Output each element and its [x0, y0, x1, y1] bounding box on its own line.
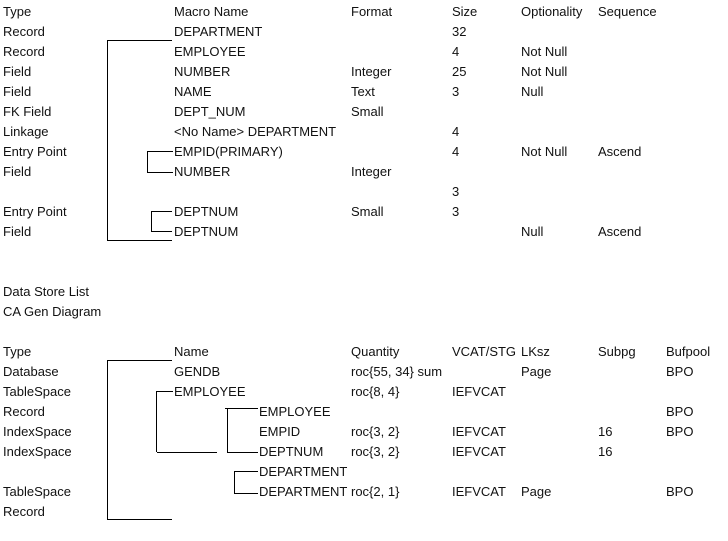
cell-vcat-stg: IEFVCAT [452, 484, 506, 499]
cell-macro-name: NUMBER [174, 164, 231, 179]
cell-name: EMPID [259, 424, 301, 439]
cell-macro-name: NUMBER [174, 64, 231, 79]
cell-bufpool: BPO [666, 364, 694, 379]
header-name: Name [174, 344, 209, 359]
header-type: Type [3, 4, 32, 19]
cell-type: IndexSpace [3, 424, 72, 439]
cell-type: TableSpace [3, 384, 71, 399]
header-type: Type [3, 344, 32, 359]
header-format: Format [351, 4, 393, 19]
header-sequence: Sequence [598, 4, 657, 19]
header-subpg: Subpg [598, 344, 636, 359]
cell-size: 4 [452, 44, 460, 59]
cell-subpg: 16 [598, 444, 613, 459]
cell-macro-name: EMPLOYEE [174, 44, 246, 59]
cell-type: Entry Point [3, 144, 67, 159]
cell-type: Record [3, 504, 45, 519]
cell-size: 4 [452, 124, 460, 139]
cell-type: Record [3, 24, 45, 39]
header-quantity: Quantity [351, 344, 400, 359]
cell-quantity: roc{2, 1} [351, 484, 400, 499]
cell-macro-name: DEPTNUM [174, 204, 239, 219]
cell-macro-name: DEPT_NUM [174, 104, 246, 119]
header-lksz: LKsz [521, 344, 550, 359]
cell-type: Record [3, 44, 45, 59]
cell-optionality: Not Null [521, 44, 568, 59]
cell-type: Field [3, 84, 32, 99]
cell-lksz: Page [521, 364, 552, 379]
cell-macro-name: NAME [174, 84, 212, 99]
cell-type: TableSpace [3, 484, 71, 499]
cell-vcat-stg: IEFVCAT [452, 444, 506, 459]
cell-type: Record [3, 404, 45, 419]
cell-type: Database [3, 364, 59, 379]
cell-size: 3 [452, 184, 460, 199]
cell-bufpool: BPO [666, 484, 694, 499]
cell-name: EMPLOYEE [174, 384, 246, 399]
cell-size: 3 [452, 204, 460, 219]
cell-name: GENDB [174, 364, 221, 379]
cell-subpg: 16 [598, 424, 613, 439]
header-size: Size [452, 4, 478, 19]
cell-format: Small [351, 204, 384, 219]
cell-macro-name: EMPID(PRIMARY) [174, 144, 283, 159]
header-bufpool: Bufpool [666, 344, 711, 359]
section-title: CA Gen Diagram [3, 304, 102, 319]
cell-type: Field [3, 164, 32, 179]
cell-vcat-stg: IEFVCAT [452, 424, 506, 439]
cell-type: IndexSpace [3, 444, 72, 459]
cell-type: Linkage [3, 124, 49, 139]
cell-name: DEPARTMENT [259, 464, 348, 479]
cell-size: 3 [452, 84, 460, 99]
cell-sequence: Ascend [598, 144, 642, 159]
header-vcat-stg: VCAT/STG [452, 344, 517, 359]
cell-quantity: roc{3, 2} [351, 424, 400, 439]
cell-type: FK Field [3, 104, 52, 119]
cell-size: 4 [452, 144, 460, 159]
cell-bufpool: BPO [666, 404, 694, 419]
cell-sequence: Ascend [598, 224, 642, 239]
cell-format: Small [351, 104, 384, 119]
cell-name: DEPARTMENT [259, 484, 348, 499]
cell-format: Integer [351, 164, 392, 179]
cell-vcat-stg: IEFVCAT [452, 384, 506, 399]
cell-quantity: roc{8, 4} [351, 384, 400, 399]
cell-macro-name: DEPTNUM [174, 224, 239, 239]
cell-name: EMPLOYEE [259, 404, 331, 419]
cell-bufpool: BPO [666, 424, 694, 439]
cell-format: Text [351, 84, 375, 99]
section-title: Data Store List [3, 284, 89, 299]
cell-macro-name: <No Name> DEPARTMENT [174, 124, 337, 139]
cell-quantity: roc{55, 34} sum [351, 364, 443, 379]
header-optionality: Optionality [521, 4, 583, 19]
header-macro-name: Macro Name [174, 4, 249, 19]
cell-size: 25 [452, 64, 467, 79]
cell-type: Entry Point [3, 204, 67, 219]
cell-quantity: roc{3, 2} [351, 444, 400, 459]
cell-format: Integer [351, 64, 392, 79]
cell-size: 32 [452, 24, 467, 39]
cell-optionality: Not Null [521, 144, 568, 159]
cell-type: Field [3, 224, 32, 239]
cell-type: Field [3, 64, 32, 79]
cell-optionality: Null [521, 224, 544, 239]
cell-name: DEPTNUM [259, 444, 324, 459]
cell-optionality: Not Null [521, 64, 568, 79]
cell-optionality: Null [521, 84, 544, 99]
cell-macro-name: DEPARTMENT [174, 24, 263, 39]
cell-lksz: Page [521, 484, 552, 499]
